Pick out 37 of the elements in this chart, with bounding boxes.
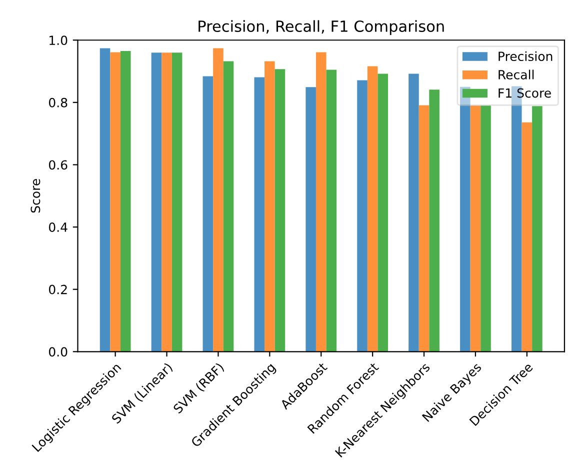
legend-label: F1 Score xyxy=(498,88,551,98)
bar xyxy=(223,61,234,352)
bar xyxy=(306,87,316,352)
bar xyxy=(357,80,368,352)
chart-title: Precision, Recall, F1 Comparison xyxy=(198,20,444,35)
bar xyxy=(480,106,491,352)
bar xyxy=(151,52,162,352)
y-tick-label: 0.4 xyxy=(48,222,68,232)
bar xyxy=(110,52,120,352)
bar xyxy=(429,90,440,352)
bar xyxy=(172,52,182,352)
bar xyxy=(254,77,265,352)
bar xyxy=(213,48,224,352)
y-axis-title: Score xyxy=(30,179,40,213)
bar xyxy=(264,61,275,352)
bar xyxy=(522,122,532,352)
bar xyxy=(120,51,131,352)
y-tick-label: 0.0 xyxy=(48,347,68,357)
y-tick-label: 0.2 xyxy=(48,284,67,294)
legend-label: Precision xyxy=(498,51,552,62)
bar xyxy=(326,70,337,352)
y-tick-label: 0.8 xyxy=(48,98,68,108)
bar xyxy=(162,52,172,352)
legend-label: Recall xyxy=(498,70,534,80)
bar xyxy=(367,66,378,352)
bar xyxy=(408,74,419,352)
bar xyxy=(470,106,481,352)
bar xyxy=(418,105,430,352)
bar xyxy=(202,76,214,352)
bar xyxy=(274,69,286,352)
bar xyxy=(378,74,388,352)
bar xyxy=(316,52,326,352)
bar xyxy=(100,48,110,352)
y-tick-label: 0.6 xyxy=(48,160,68,170)
bar xyxy=(532,106,542,352)
y-tick-label: 1.0 xyxy=(50,36,68,46)
bar xyxy=(460,86,470,352)
